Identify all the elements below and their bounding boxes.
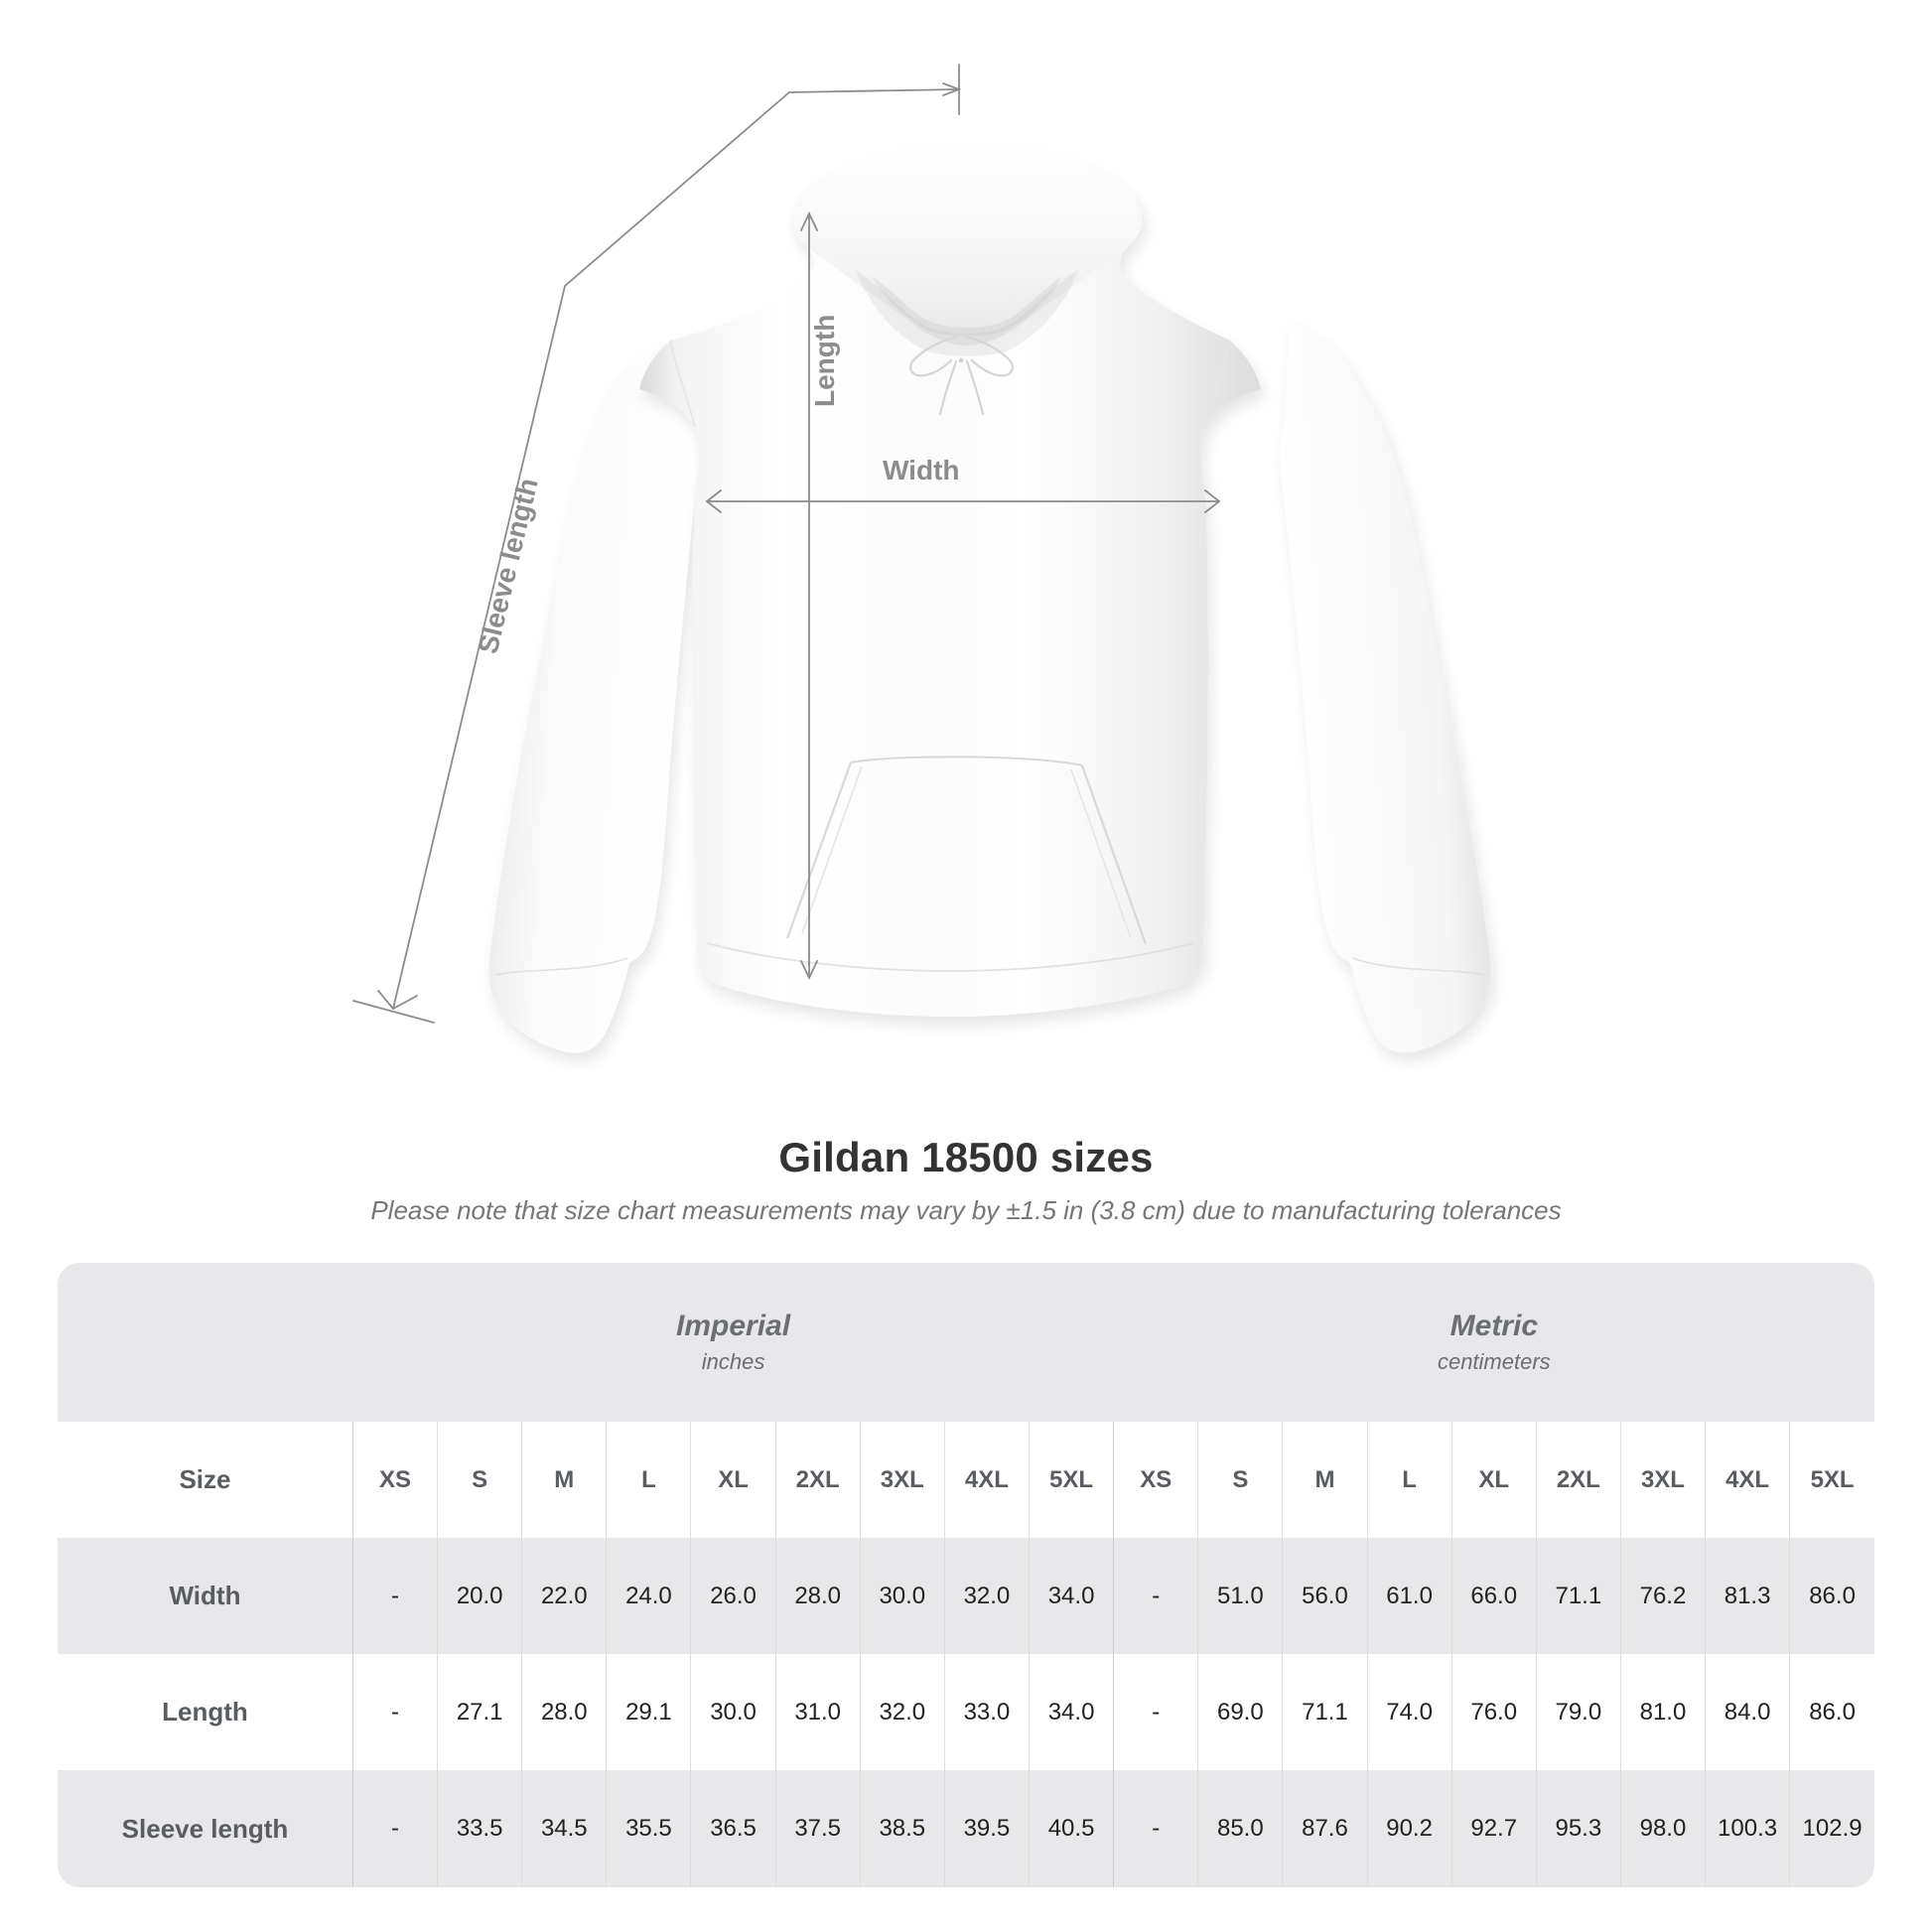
- svg-text:Width: Width: [883, 455, 960, 485]
- svg-text:Length: Length: [809, 315, 840, 407]
- svg-text:Sleeve length: Sleeve length: [473, 476, 544, 657]
